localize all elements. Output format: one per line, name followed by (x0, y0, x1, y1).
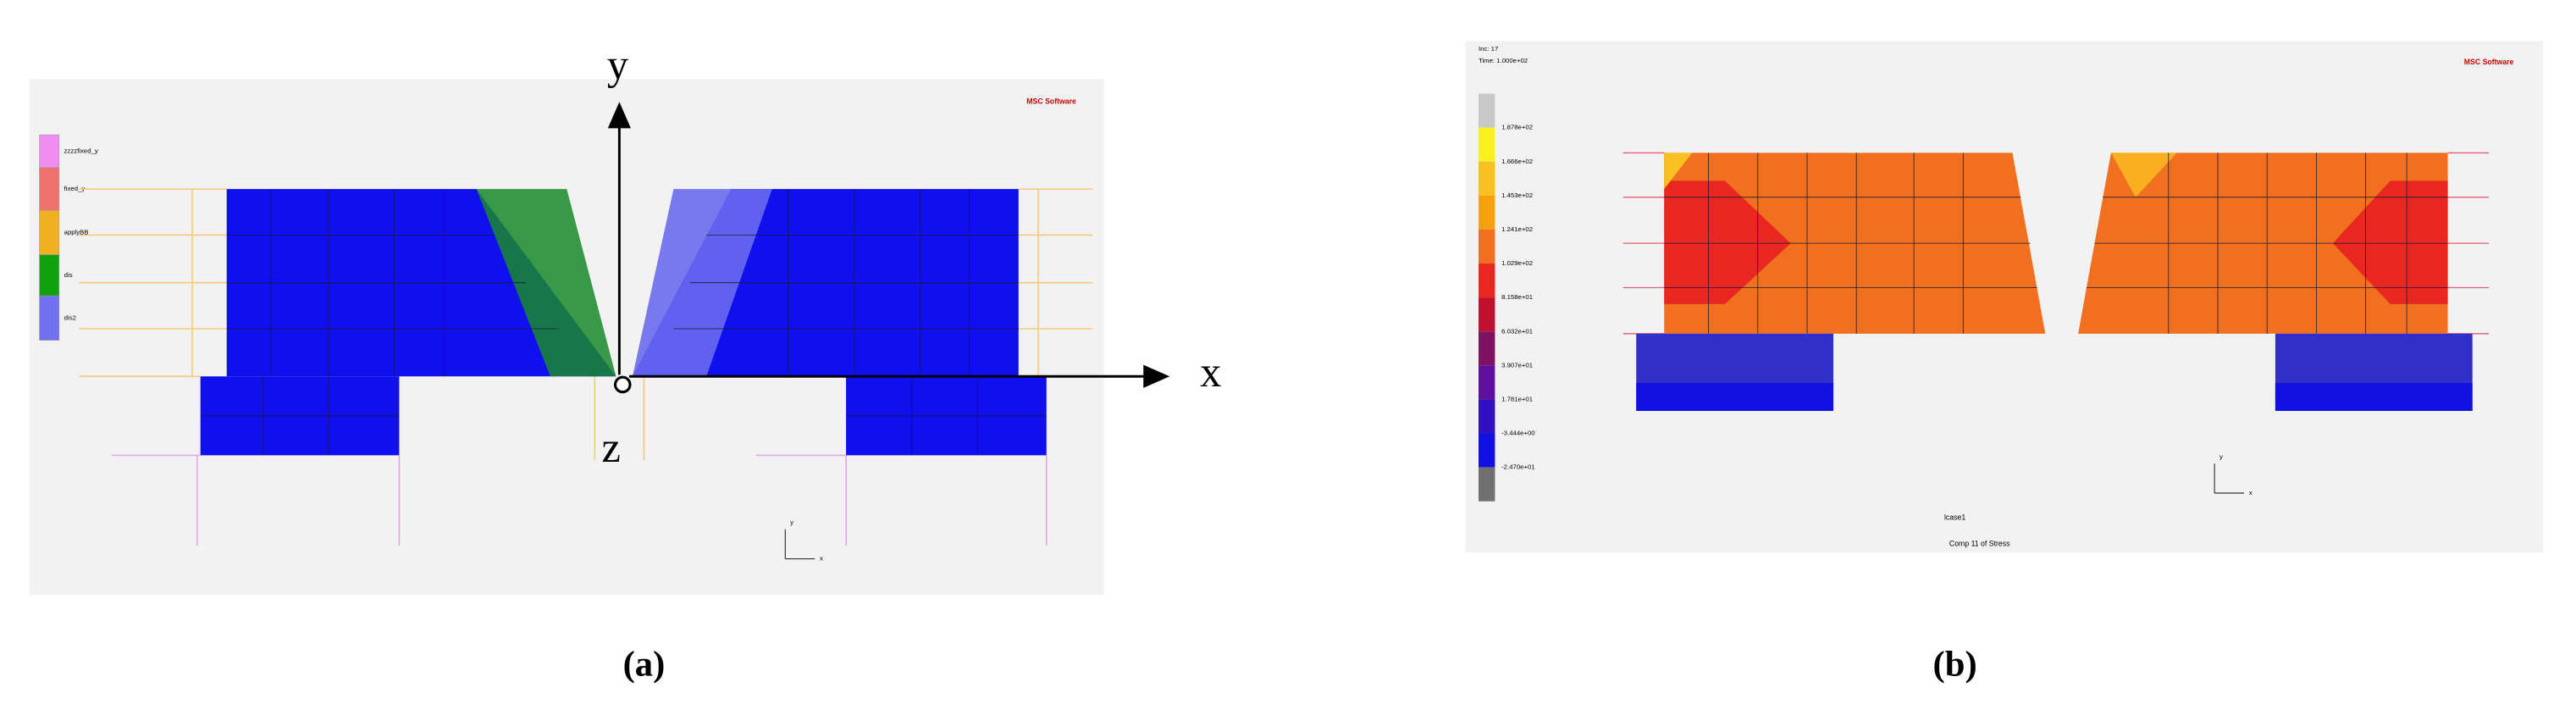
load-case: lcase1 (1944, 513, 1965, 521)
triad (784, 529, 815, 560)
colorbar-label: 1.029e+02 (1501, 259, 1533, 267)
colorbar-label: -2.470e+01 (1501, 463, 1534, 471)
triad-y: y (2219, 452, 2223, 460)
colorbar-segment (1479, 297, 1495, 332)
caption-b: (b) (1933, 644, 1977, 684)
colorbar-segment (1479, 433, 1495, 468)
colorbar-segment (1479, 127, 1495, 162)
logo: MSC Software (2464, 58, 2514, 66)
colorbar-segment (1479, 93, 1495, 128)
axis-label-x: x (1200, 348, 1221, 396)
origin (613, 375, 632, 394)
colorbar-segment (1479, 161, 1495, 196)
left-corner (1664, 153, 1693, 190)
colorbar-label: 1.781e+01 (1501, 395, 1533, 402)
axis-label-y: y (607, 41, 629, 88)
x-arrowhead (1143, 364, 1170, 388)
legend-label: fixed_y (64, 185, 86, 192)
caption-a: (a) (623, 644, 666, 684)
colorbar-label: 1.453e+02 (1501, 191, 1533, 199)
legend: zzzzfixed_y fixed_y applyBB dis dis2 (39, 134, 98, 341)
triad-x: x (2249, 489, 2253, 496)
result-label: Comp 11 of Stress (1949, 539, 2010, 547)
triad-x: x (820, 555, 823, 563)
time: Time: 1.000e+02 (1479, 57, 1528, 64)
legend-label: dis2 (64, 313, 76, 321)
colorbar-label: 1.241e+02 (1501, 225, 1533, 233)
colorbar-label: 8.158e+01 (1501, 293, 1533, 301)
legend-label: dis (64, 271, 73, 279)
panel-a: MSC Software zzzzfixed_y fixed_y applyBB di… (29, 41, 1221, 684)
y-arrowhead (607, 102, 631, 129)
legend-swatch (39, 134, 60, 169)
triad (2214, 463, 2245, 494)
colorbar-label: 3.907e+01 (1501, 361, 1533, 369)
colorbar-label: 1.666e+02 (1501, 158, 1533, 165)
panel-b: Inc: 17 Time: 1.000e+02 MSC Software 1.8… (1465, 41, 2544, 684)
right-support-base (2275, 383, 2473, 411)
increment: Inc: 17 (1479, 45, 1498, 53)
colorbar-segment (1479, 399, 1495, 434)
right-stress-zone (2332, 180, 2448, 304)
left-stress-zone (1664, 180, 1791, 304)
legend-swatch (39, 167, 60, 211)
mesh (200, 189, 1047, 456)
logo: MSC Software (1026, 97, 1076, 106)
colorbar-segment (1479, 263, 1495, 298)
legend-swatch (39, 254, 60, 297)
colorbar-segment (1479, 467, 1495, 502)
left-support-base (1636, 383, 1834, 411)
legend-swatch (39, 295, 60, 341)
left-contact-zone (476, 189, 616, 377)
colorbar-segment (1479, 331, 1495, 366)
legend-swatch (39, 210, 60, 255)
colorbar-segment (1479, 229, 1495, 264)
colorbar: 1.878e+02 1.666e+02 1.453e+02 1.241e+02 1.02… (1479, 93, 1535, 502)
support-arrows (111, 454, 1048, 546)
triad-y: y (790, 519, 793, 526)
axes (617, 118, 1151, 378)
right-contact (2110, 153, 2177, 197)
mesh (1664, 153, 2448, 334)
colorbar-label: -3.444e+00 (1501, 430, 1534, 437)
colorbar-segment (1479, 365, 1495, 400)
legend-label: applyBB (64, 229, 89, 236)
colorbar-label: 1.878e+02 (1501, 124, 1533, 131)
colorbar-label: 6.032e+01 (1501, 327, 1533, 335)
axis-label-z: z (601, 424, 620, 471)
colorbar-segment (1479, 195, 1495, 230)
legend-label: zzzzfixed_y (64, 147, 98, 155)
